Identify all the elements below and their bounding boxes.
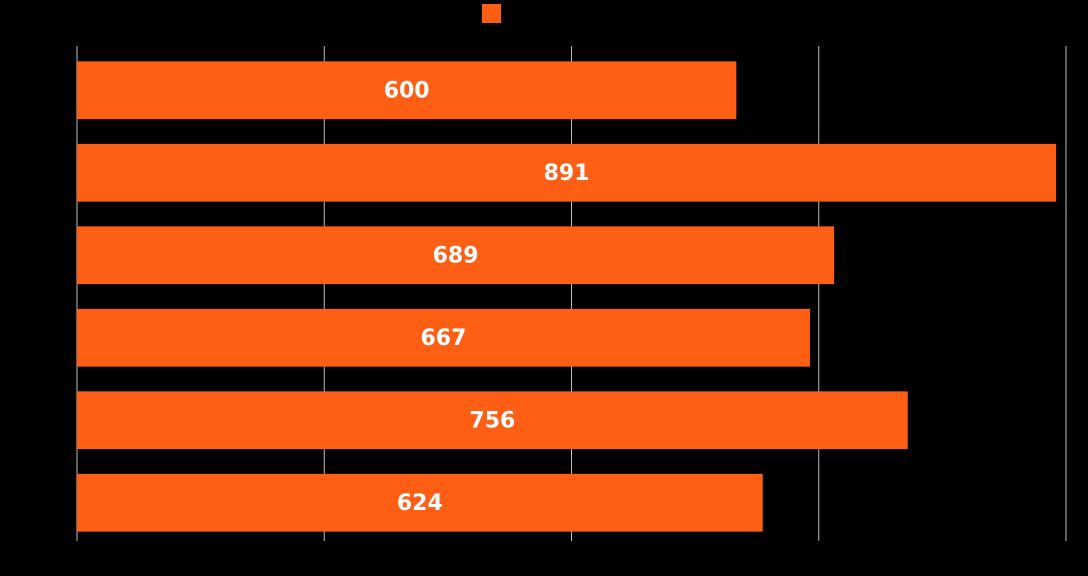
bar bbox=[77, 473, 763, 532]
bar bbox=[77, 61, 737, 120]
bar bbox=[77, 226, 835, 285]
bar bbox=[77, 308, 810, 367]
legend-swatch bbox=[482, 4, 501, 23]
bar bbox=[77, 391, 908, 450]
value-label: 667 bbox=[421, 326, 467, 351]
bar bbox=[77, 143, 1057, 202]
value-label: 624 bbox=[397, 491, 443, 516]
value-label: 756 bbox=[469, 408, 515, 433]
value-label: 689 bbox=[433, 243, 479, 268]
value-label: 891 bbox=[544, 161, 590, 186]
value-label: 600 bbox=[384, 78, 430, 103]
